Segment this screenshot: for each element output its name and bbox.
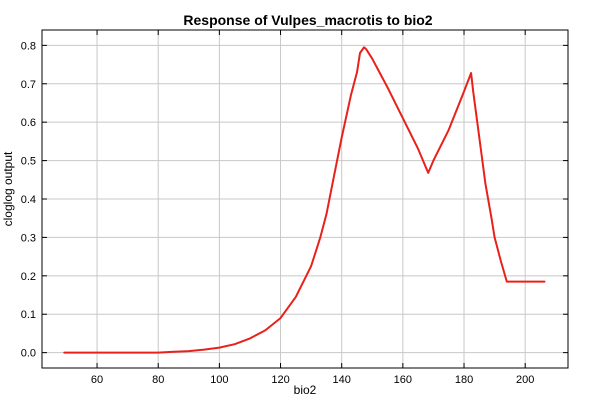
x-tick-label: 160 (394, 374, 412, 386)
y-tick-label: 0.8 (21, 40, 36, 52)
response-curve (63, 46, 546, 354)
x-tick-label: 80 (152, 374, 164, 386)
y-tick-label: 0.1 (21, 309, 36, 321)
y-axis-ticks: 0.0 0.1 0.2 0.3 0.4 0.5 0.6 0.7 0.8 (21, 40, 568, 360)
y-tick-label: 0.5 (21, 156, 36, 168)
x-tick-label: 180 (455, 374, 473, 386)
x-tick-label: 100 (210, 374, 228, 386)
x-tick-label: 120 (271, 374, 289, 386)
x-tick-label: 60 (91, 374, 103, 386)
y-tick-label: 0.4 (21, 194, 36, 206)
x-axis-label: bio2 (294, 383, 317, 397)
x-axis-ticks: 60 80 100 120 140 160 180 200 (91, 30, 534, 386)
y-tick-label: 0.0 (21, 348, 36, 360)
y-tick-label: 0.6 (21, 117, 36, 129)
y-axis-label: cloglog output (1, 151, 15, 226)
chart-title: Response of Vulpes_macrotis to bio2 (183, 12, 432, 28)
x-tick-label: 140 (333, 374, 351, 386)
y-tick-label: 0.7 (21, 79, 36, 91)
series-layer (63, 46, 546, 354)
x-tick-label: 200 (516, 374, 534, 386)
y-tick-label: 0.3 (21, 232, 36, 244)
y-tick-label: 0.2 (21, 271, 36, 283)
gridlines (42, 30, 568, 368)
